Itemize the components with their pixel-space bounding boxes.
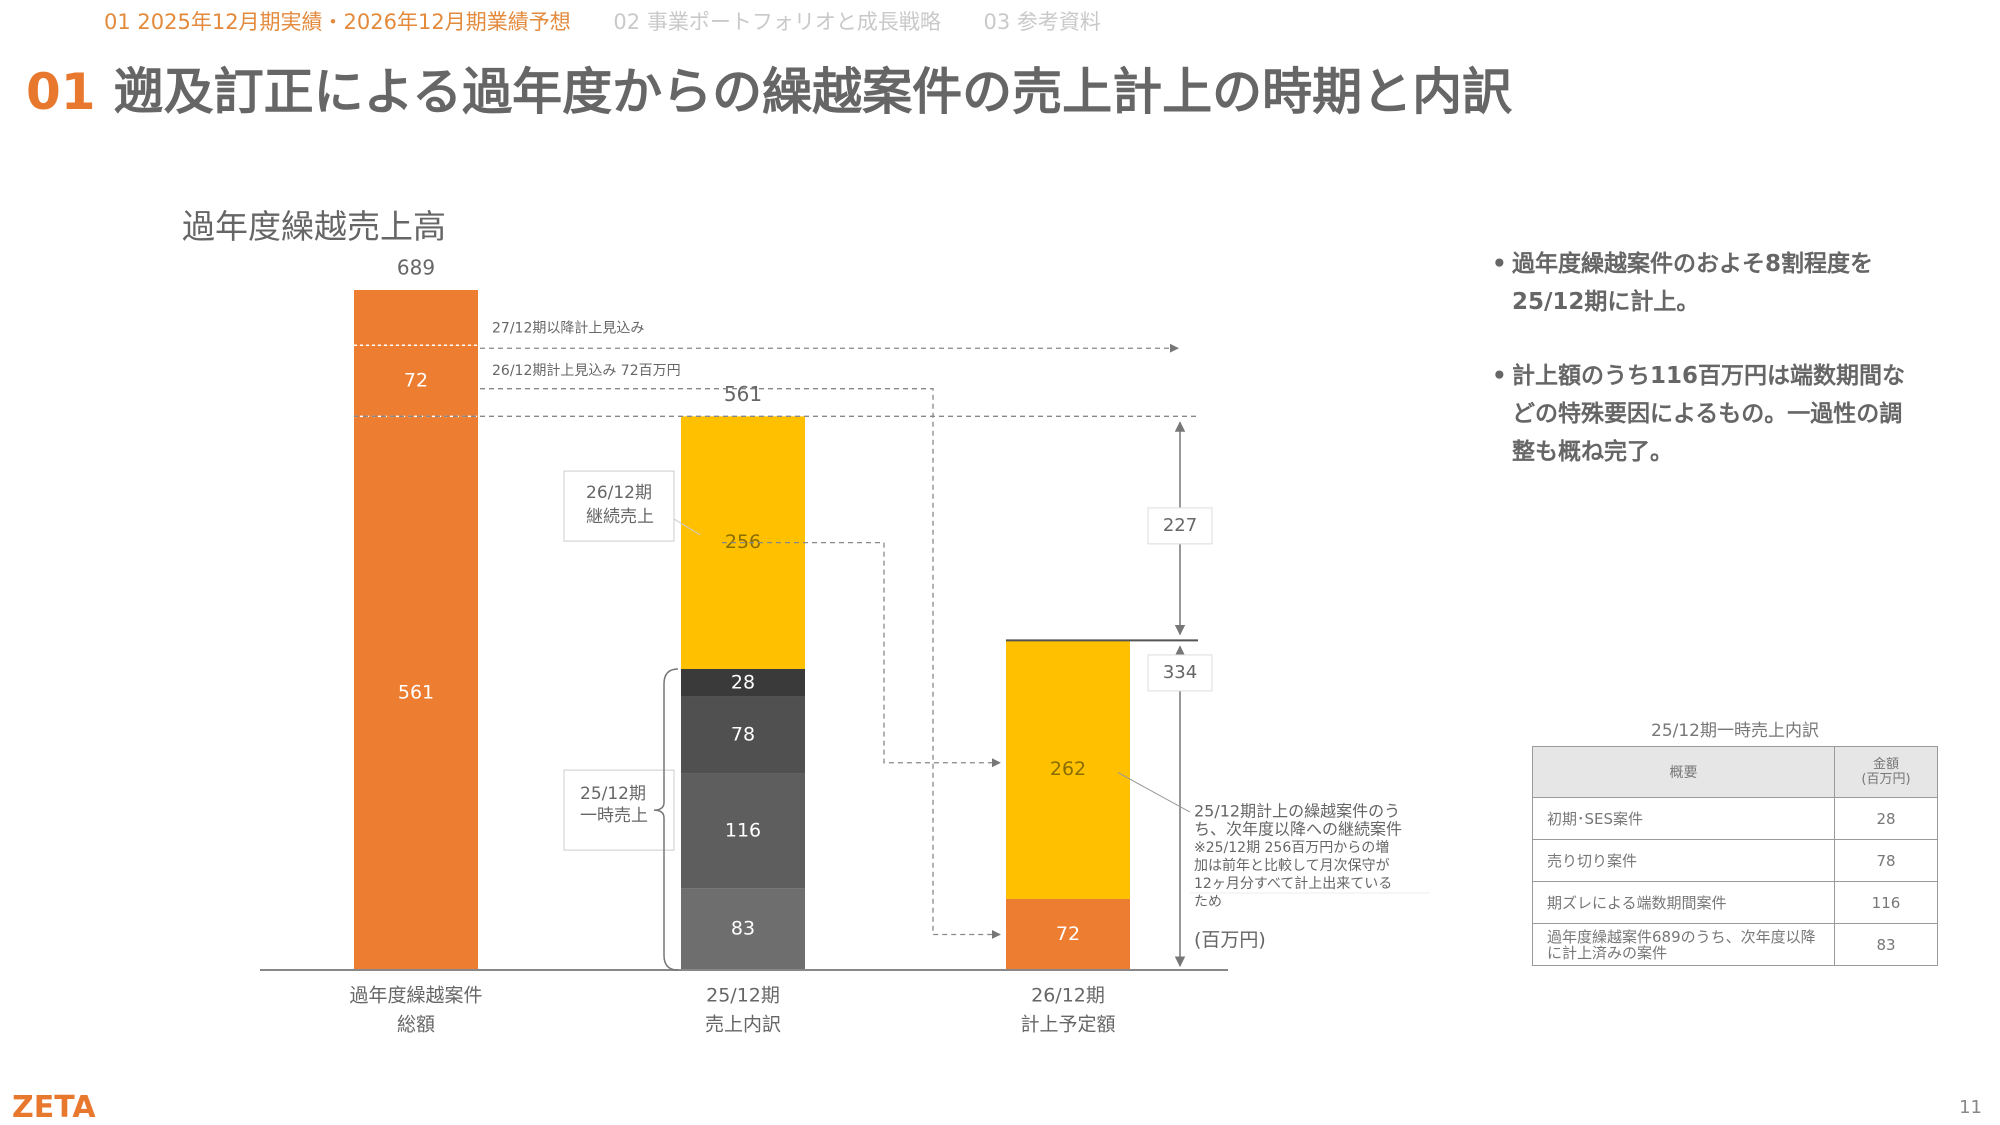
onetime-breakdown-table: 概要 金額 (百万円) 初期･SES案件 28 売り切り案件 78 期ズレによる端…: [1532, 746, 1938, 966]
bullet-item: 計上額のうち116百万円は端数期間などの特殊要因によるもの。一過性の調整も概ね完…: [1492, 357, 1922, 471]
carryover-chart: 56172689過年度繰越案件総額83116782825656125/12期売上…: [260, 256, 1430, 1036]
annotation-future: 27/12期以降計上見込み: [492, 320, 644, 336]
note-line: 加は前年と比較して月次保守が: [1194, 857, 1390, 874]
nav-item-reference[interactable]: 03 参考資料: [983, 10, 1101, 34]
page-number: 11: [1959, 1097, 1982, 1118]
bullet-item: 過年度繰越案件のおよそ8割程度を25/12期に計上。: [1492, 245, 1922, 321]
col-header-desc: 概要: [1532, 746, 1835, 798]
category-label: 計上予定額: [1020, 1014, 1115, 1036]
category-label: 25/12期: [706, 985, 780, 1007]
note-pointer: [1117, 772, 1191, 813]
data-label: 262: [1050, 758, 1086, 780]
page-title: 01 遡及訂正による過年度からの繰越案件の売上計上の時期と内訳: [26, 52, 1512, 124]
category-label: 26/12期: [1031, 985, 1105, 1007]
row-desc: 初期･SES案件: [1532, 797, 1835, 840]
row-desc: 売り切り案件: [1532, 839, 1835, 882]
table-row: 過年度繰越案件689のうち、次年度以降に計上済みの案件 83: [1532, 923, 1938, 966]
data-label: 83: [731, 918, 755, 940]
row-amount: 116: [1834, 881, 1938, 924]
table-header-row: 概要 金額 (百万円): [1532, 746, 1938, 798]
note-line: ※25/12期 256百万円からの増: [1194, 840, 1389, 856]
data-label: 561: [398, 682, 434, 704]
data-label: 72: [404, 369, 428, 391]
col-header-amount-line2: (百万円): [1861, 772, 1911, 787]
category-label: 総額: [397, 1014, 435, 1036]
table-row: 売り切り案件 78: [1532, 839, 1938, 882]
data-label: 78: [731, 724, 755, 746]
chart-subtitle: 過年度繰越売上高: [182, 207, 446, 246]
bar-segment: [354, 416, 478, 970]
note-line: ち、次年度以降への継続案件: [1194, 820, 1402, 839]
bar-segment: [681, 888, 805, 970]
diff-box-lower: [1147, 654, 1213, 692]
bar-segment: [681, 668, 805, 697]
data-label: 28: [731, 671, 755, 693]
category-label: 売上内訳: [705, 1014, 781, 1036]
category-label: 過年度繰越案件: [349, 985, 482, 1007]
row-amount: 83: [1834, 923, 1938, 966]
nav-item-results[interactable]: 01 2025年12月期実績・2026年12月期業績予想: [104, 10, 571, 34]
title-text: 遡及訂正による過年度からの繰越案件の売上計上の時期と内訳: [113, 63, 1513, 121]
row-desc: 期ズレによる端数期間案件: [1532, 881, 1835, 924]
diff-box-upper: [1147, 507, 1213, 545]
onetime-callout-line2: 一時売上: [580, 806, 648, 826]
col-header-amount: 金額 (百万円): [1834, 746, 1938, 798]
continuing-callout-pointer: [673, 518, 701, 536]
nav-item-portfolio[interactable]: 02 事業ポートフォリオと成長戦略: [613, 10, 941, 34]
continuing-arrow: [722, 542, 1001, 768]
note-line: ため: [1194, 894, 1222, 910]
bar-segment: [354, 290, 478, 346]
row-desc: 過年度繰越案件689のうち、次年度以降に計上済みの案件: [1532, 923, 1835, 966]
unit-label: (百万円): [1194, 929, 1266, 951]
diff-label-upper: 227: [1163, 515, 1197, 536]
table-caption: 25/12期一時売上内訳: [1651, 721, 1819, 741]
data-label: 72: [1056, 923, 1080, 945]
section-nav: 01 2025年12月期実績・2026年12月期業績予想 02 事業ポートフォリ…: [104, 6, 1137, 36]
zeta-logo: ZETA: [12, 1090, 96, 1125]
continuing-callout-line1: 26/12期: [586, 483, 652, 503]
note-line: 25/12期計上の繰越案件のう: [1194, 802, 1400, 821]
col-header-amount-line1: 金額: [1872, 757, 1899, 772]
table-row: 期ズレによる端数期間案件 116: [1532, 881, 1938, 924]
annotation-fy26: 26/12期計上見込み 72百万円: [492, 363, 681, 379]
row-amount: 78: [1834, 839, 1938, 882]
onetime-callout-line1: 25/12期: [580, 784, 646, 804]
bar-segment: [1006, 898, 1130, 970]
bar-segment: [681, 773, 805, 889]
row-amount: 28: [1834, 797, 1938, 840]
continuing-callout-box: [563, 470, 675, 542]
note-line: 12ヶ月分すべて計上出来ている: [1194, 876, 1392, 892]
title-number: 01: [26, 63, 96, 121]
bullet-list: 過年度繰越案件のおよそ8割程度を25/12期に計上。 計上額のうち116百万円は…: [1492, 245, 1922, 507]
total-label: 561: [724, 382, 762, 406]
total-label: 689: [397, 256, 435, 280]
continuing-callout-line2: 継続売上: [586, 507, 654, 527]
data-label: 116: [725, 819, 761, 841]
bar-segment: [1006, 640, 1130, 899]
diff-label-lower: 334: [1163, 662, 1197, 683]
bar-segment: [354, 345, 478, 417]
fy26-carry-arrow: [480, 388, 1001, 940]
onetime-brace: [653, 668, 679, 971]
table-row: 初期･SES案件 28: [1532, 797, 1938, 840]
bar-segment: [681, 696, 805, 774]
